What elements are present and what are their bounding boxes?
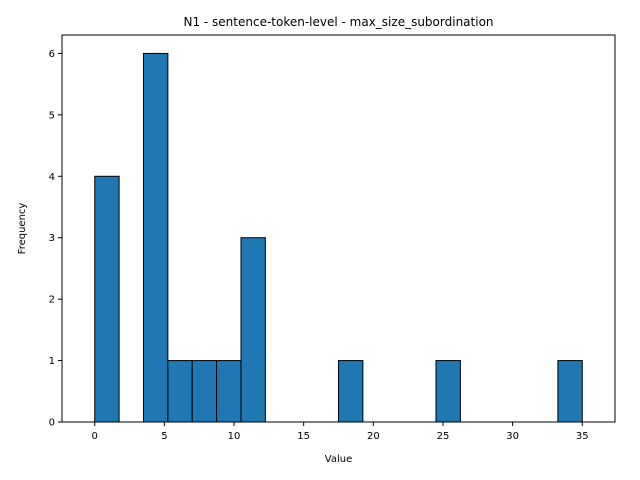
histogram-bar	[240, 237, 266, 423]
histogram-bar	[142, 52, 169, 423]
x-tick-label: 10	[228, 431, 241, 442]
y-tick-label: 4	[49, 172, 55, 183]
x-axis-label: Value	[325, 454, 352, 465]
x-tick-label: 0	[92, 431, 98, 442]
y-tick-label: 5	[49, 110, 55, 121]
x-tick-label: 20	[367, 431, 380, 442]
y-tick-label: 0	[49, 418, 55, 429]
x-tick-label: 30	[506, 431, 519, 442]
x-axis-ticks: 0 5 10 15 20 25 30 35	[92, 422, 589, 442]
histogram-bar	[167, 360, 193, 423]
y-tick-label: 1	[49, 356, 55, 367]
x-tick-label: 15	[297, 431, 310, 442]
histogram-bar	[94, 175, 120, 423]
histogram-bar	[216, 360, 242, 423]
y-axis-ticks: 0 1 2 3 4 5 6	[49, 49, 62, 429]
histogram-bar	[191, 360, 218, 423]
plot-frame	[61, 34, 616, 423]
bars-group	[94, 52, 583, 423]
y-axis-label: Frequency	[17, 203, 28, 255]
histogram-bar	[557, 360, 583, 423]
histogram-bar	[435, 360, 461, 423]
chart-title: N1 - sentence-token-level - max_size_sub…	[183, 15, 493, 29]
histogram-bar	[338, 360, 364, 423]
x-tick-label: 35	[576, 431, 589, 442]
x-tick-label: 5	[161, 431, 167, 442]
x-tick-label: 25	[437, 431, 450, 442]
y-tick-label: 3	[49, 233, 55, 244]
y-tick-label: 2	[49, 295, 55, 306]
y-tick-label: 6	[49, 49, 55, 60]
